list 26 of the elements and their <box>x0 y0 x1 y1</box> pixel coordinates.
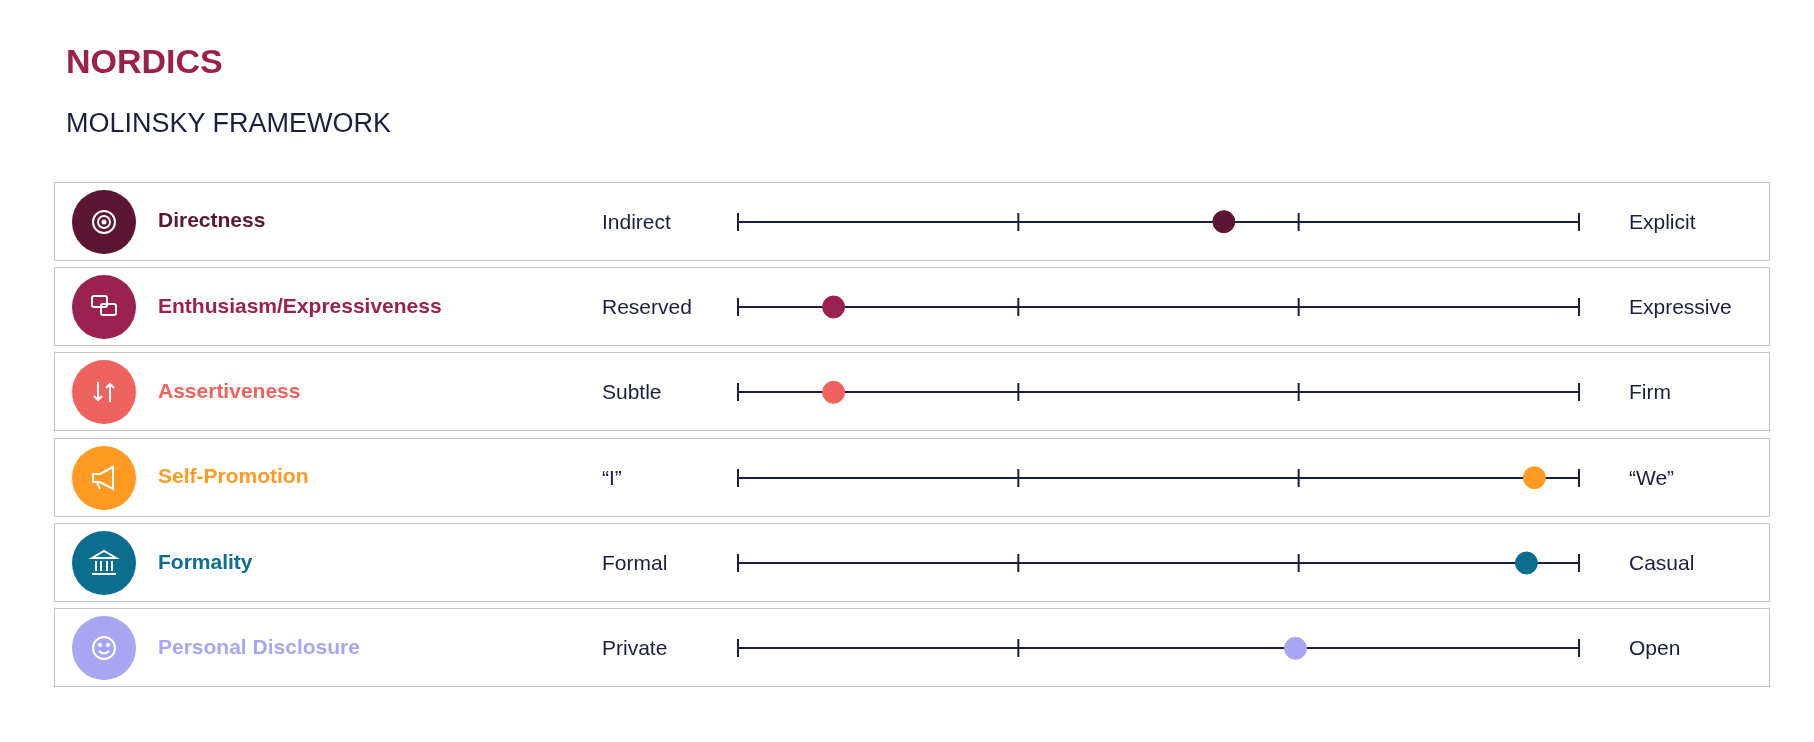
y-tick-label: Assertiveness <box>158 379 301 403</box>
y-tick-label: Formality <box>158 549 253 573</box>
text: Reserved <box>602 294 692 320</box>
text: Subtle <box>602 379 662 406</box>
text: Expressive <box>1629 294 1732 320</box>
point <box>1212 210 1236 234</box>
y-tick-label: Self-Promotion <box>158 464 309 488</box>
text: Explicit <box>1629 208 1696 235</box>
text: Indirect <box>602 208 671 235</box>
point <box>822 295 846 319</box>
text: Formal <box>602 550 668 576</box>
text: Open <box>1629 635 1681 662</box>
point <box>1283 636 1307 660</box>
y-tick-label: Enthusiasm/Expressiveness <box>158 293 442 317</box>
y-tick-label: Directness <box>158 208 266 232</box>
point <box>1522 466 1546 490</box>
text: “We” <box>1629 464 1675 491</box>
point <box>1514 551 1538 575</box>
text: NORDICS <box>66 42 223 81</box>
text: Firm <box>1629 379 1671 406</box>
text: Private <box>602 635 668 662</box>
text: Casual <box>1629 550 1695 576</box>
text: MOLINSKY FRAMEWORK <box>66 108 392 139</box>
y-tick-label: Personal Disclosure <box>158 635 360 659</box>
text: “I” <box>602 464 622 491</box>
point <box>822 380 846 404</box>
